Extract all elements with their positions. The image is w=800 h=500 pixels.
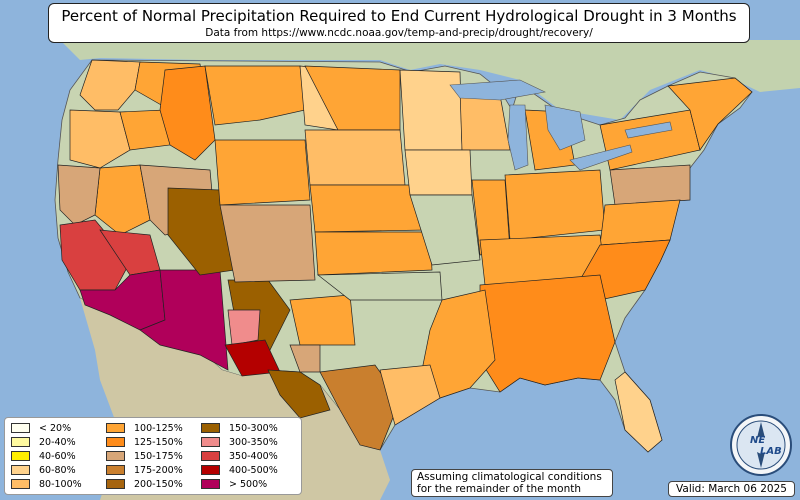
- map-title: Percent of Normal Precipitation Required…: [61, 7, 737, 25]
- nelab-logo: NE LAB: [730, 414, 792, 476]
- legend-label: 125-150%: [134, 436, 183, 448]
- legend-label: 100-125%: [134, 422, 183, 434]
- region-ne: [309, 184, 426, 233]
- legend-item: 20-40%: [9, 435, 104, 449]
- legend-label: 175-200%: [134, 464, 183, 476]
- legend-swatch: [201, 423, 220, 433]
- logo-text-1: NE: [750, 435, 765, 446]
- legend-label: 200-150%: [134, 478, 183, 490]
- region-va: [599, 199, 681, 246]
- legend-item: 150-175%: [104, 449, 199, 463]
- region-ks: [314, 231, 433, 276]
- region-in-oh: [504, 169, 606, 241]
- region-az: [139, 269, 229, 371]
- legend-item: 60-80%: [9, 463, 104, 477]
- legend-swatch: [106, 451, 125, 461]
- legend-swatch: [11, 437, 30, 447]
- legend-label: 40-60%: [39, 450, 76, 462]
- legend-swatch: [201, 465, 220, 475]
- compass-north-icon: [757, 422, 765, 438]
- region-deep-south: [479, 274, 616, 393]
- legend-swatch: [11, 479, 30, 489]
- legend-swatch: [11, 423, 30, 433]
- region-ne-states: [667, 77, 753, 151]
- canada-land: [60, 40, 800, 120]
- legend-label: 20-40%: [39, 436, 76, 448]
- lake-ontario: [624, 121, 673, 139]
- legend-swatch: [201, 479, 220, 489]
- region-tx-c: [289, 344, 321, 373]
- legend-swatch: [106, 479, 125, 489]
- title-box: Percent of Normal Precipitation Required…: [48, 3, 750, 43]
- region-ia: [404, 149, 473, 196]
- region-mo: [409, 194, 481, 266]
- region-tx-e: [379, 364, 441, 426]
- legend-label: < 20%: [39, 422, 72, 434]
- note-box: Assuming climatological conditions for t…: [411, 469, 613, 497]
- legend-item: 200-150%: [104, 477, 199, 491]
- legend-label: 80-100%: [39, 478, 82, 490]
- compass-south-icon: [757, 452, 765, 468]
- region-wy: [214, 139, 311, 206]
- legend-swatch: [106, 465, 125, 475]
- region-nm-pink: [227, 309, 261, 346]
- legend-item: 80-100%: [9, 477, 104, 491]
- legend-item: 300-350%: [199, 435, 294, 449]
- note-line-2: for the remainder of the month: [417, 483, 582, 495]
- legend-label: > 500%: [229, 478, 268, 490]
- region-ar-la: [419, 289, 496, 399]
- lake-huron: [544, 104, 586, 151]
- region-mn: [399, 69, 463, 151]
- note-line-1: Assuming climatological conditions: [417, 471, 602, 483]
- legend-label: 60-80%: [39, 464, 76, 476]
- valid-date: Valid: March 06 2025: [668, 481, 795, 497]
- region-sd: [304, 129, 406, 186]
- legend-label: 400-500%: [229, 464, 278, 476]
- drought-regions: [57, 59, 753, 453]
- legend-label: 350-400%: [229, 450, 278, 462]
- map-subtitle: Data from https://www.ncdc.noaa.gov/temp…: [205, 27, 593, 39]
- region-fl: [614, 371, 663, 453]
- legend-item: 125-150%: [104, 435, 199, 449]
- legend-item: < 20%: [9, 421, 104, 435]
- region-ca-n: [57, 164, 101, 226]
- region-or: [69, 109, 131, 169]
- lake-erie: [569, 144, 633, 171]
- legend-label: 150-175%: [134, 450, 183, 462]
- legend-swatch: [11, 465, 30, 475]
- legend-swatch: [106, 423, 125, 433]
- lake-superior: [449, 79, 546, 101]
- legend-item: 350-400%: [199, 449, 294, 463]
- region-tx: [319, 364, 401, 451]
- legend-item: 150-300%: [199, 421, 294, 435]
- region-pa: [609, 164, 691, 206]
- logo-inner: [736, 420, 786, 470]
- legend-label: 150-300%: [229, 422, 278, 434]
- great-lakes: [449, 79, 673, 171]
- legend-item: 40-60%: [9, 449, 104, 463]
- legend-swatch: [11, 451, 30, 461]
- region-mt: [204, 65, 306, 126]
- legend-swatch: [106, 437, 125, 447]
- region-tx-n: [289, 294, 356, 346]
- lake-michigan: [507, 104, 529, 171]
- logo-text-2: LAB: [760, 446, 782, 457]
- legend-item: 175-200%: [104, 463, 199, 477]
- region-co: [219, 204, 316, 283]
- region-nm-w: [167, 187, 236, 276]
- legend-swatch: [201, 451, 220, 461]
- legend-label: 300-350%: [229, 436, 278, 448]
- legend: < 20% 20-40% 40-60% 60-80% 80-100% 100-125% 12…: [4, 417, 302, 495]
- legend-item: 100-125%: [104, 421, 199, 435]
- legend-swatch: [201, 437, 220, 447]
- legend-item: > 500%: [199, 477, 294, 491]
- legend-item: 400-500%: [199, 463, 294, 477]
